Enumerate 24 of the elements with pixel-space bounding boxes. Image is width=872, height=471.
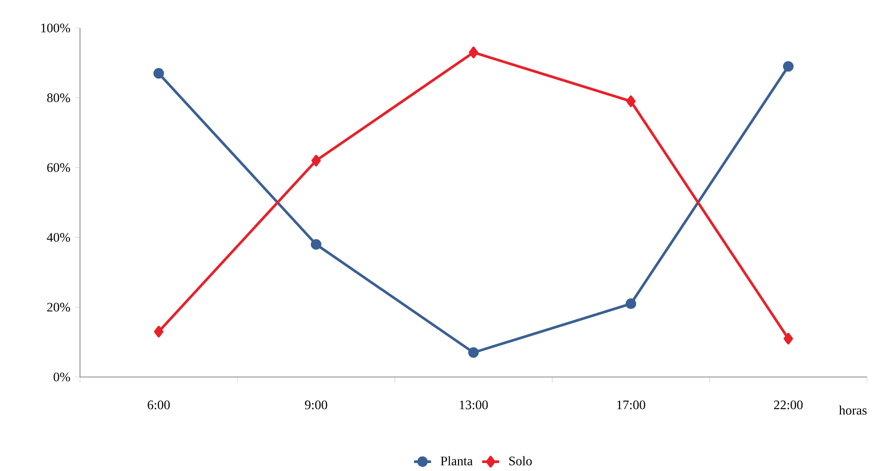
point <box>154 326 164 338</box>
x-tick-label: 9:00 <box>304 400 328 410</box>
point <box>153 68 164 79</box>
point <box>626 298 636 309</box>
legend-label: Planta <box>440 456 473 466</box>
point <box>468 46 478 58</box>
x-tick-label: 22:00 <box>774 400 803 410</box>
y-tick-label: 60% <box>47 163 70 172</box>
y-tick-label: 100% <box>41 24 70 32</box>
point <box>310 238 322 250</box>
point <box>784 332 793 344</box>
y-tick-label: 20% <box>47 302 70 312</box>
y-tick-label: 80% <box>47 93 70 102</box>
x-tick-label: 17:00 <box>617 400 646 410</box>
legend-label: Solo <box>509 456 532 466</box>
point <box>626 95 636 108</box>
y-tick-label: 0% <box>54 372 70 382</box>
y-tick-label: 40% <box>46 232 70 242</box>
x-tick-label: 6:00 <box>148 400 170 410</box>
x-axis-title: horas <box>839 405 867 415</box>
point <box>468 347 479 358</box>
x-tick-label: 13:00 <box>460 400 488 410</box>
point <box>783 61 794 72</box>
point <box>311 154 321 166</box>
